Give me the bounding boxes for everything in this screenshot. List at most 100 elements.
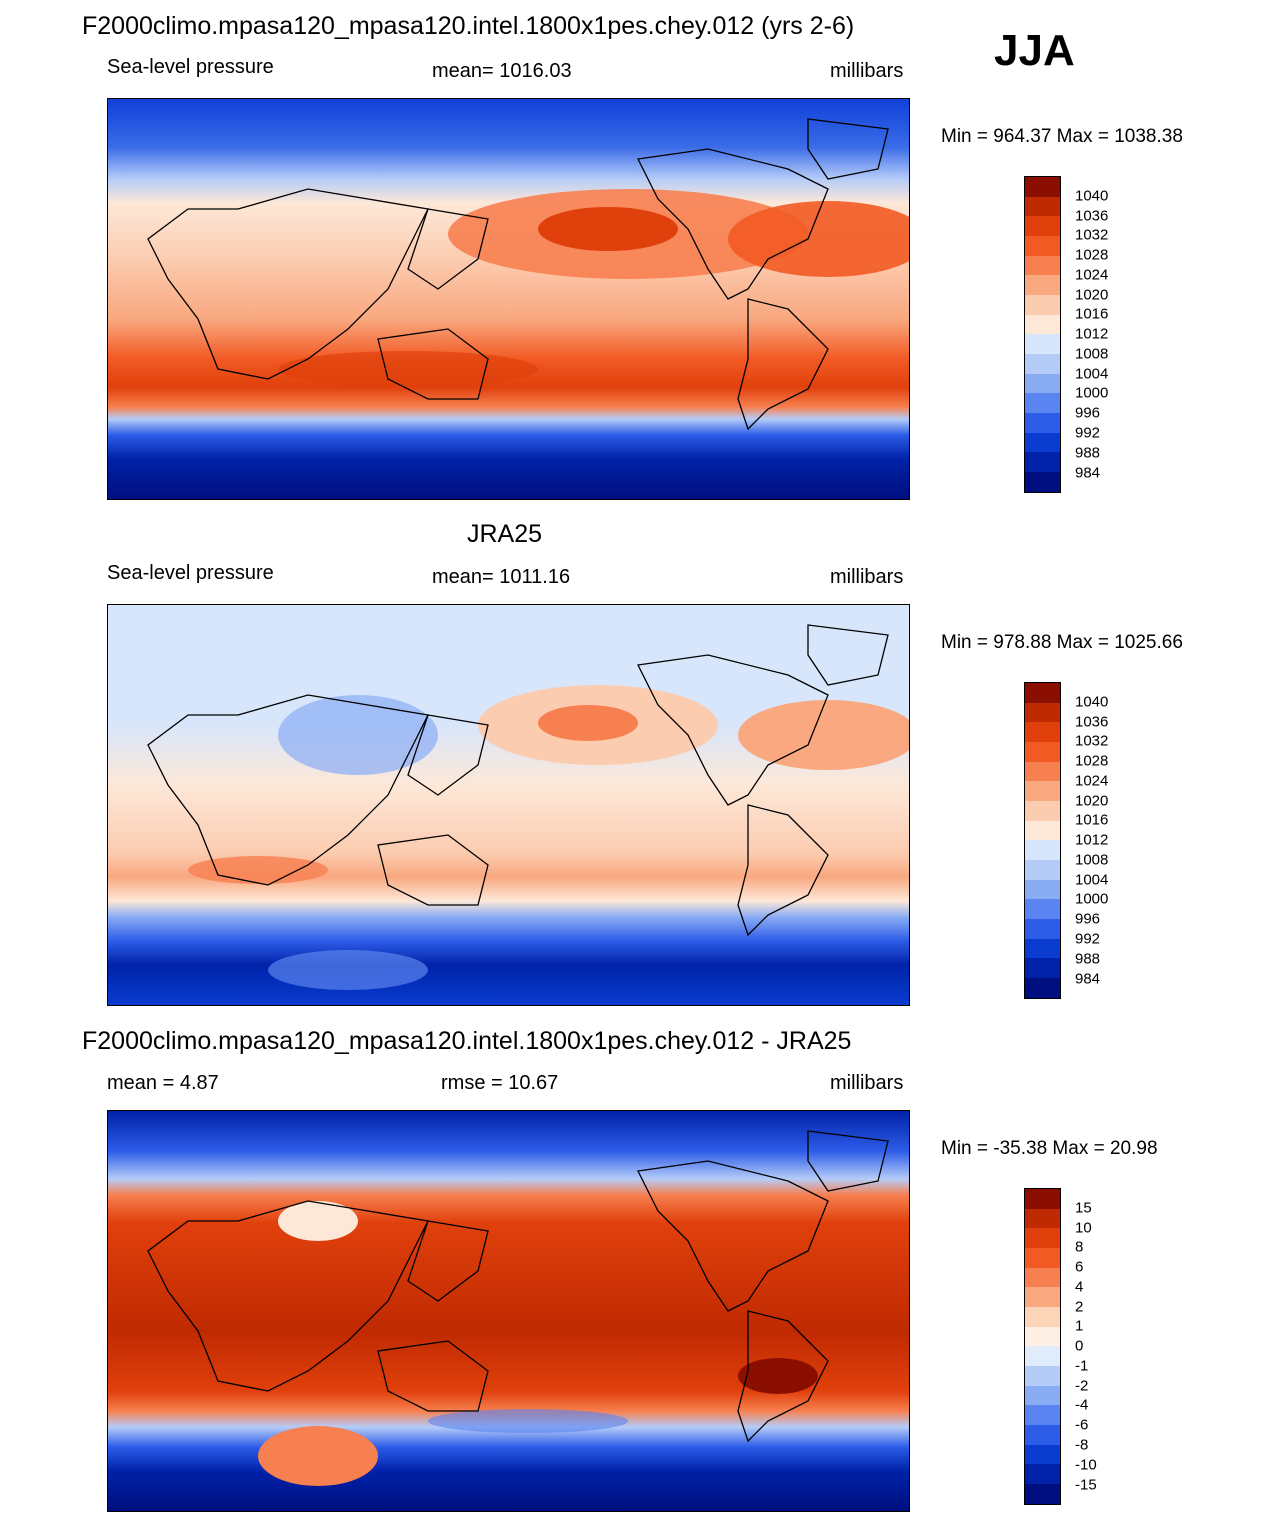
- panel1-colorbar-label: 1040: [1075, 187, 1109, 205]
- panel1-minmax: Min = 964.37 Max = 1038.38: [941, 126, 1183, 147]
- panel1-swatch: [1025, 295, 1060, 315]
- panel2-units-label: millibars: [830, 566, 904, 588]
- panel1-colorbar-label: 1036: [1075, 207, 1109, 225]
- panel3-swatch: [1025, 1484, 1060, 1504]
- panel2-colorbar-label: 1008: [1075, 851, 1109, 869]
- panel3-colorbar-label: 8: [1075, 1238, 1084, 1256]
- panel3-colorbar: [1024, 1188, 1061, 1505]
- panel2-swatch: [1025, 919, 1060, 939]
- panel2-swatch: [1025, 978, 1060, 998]
- panel2-swatch: [1025, 958, 1060, 978]
- panel2-map: [107, 604, 910, 1006]
- panel2-swatch: [1025, 801, 1060, 821]
- panel1-colorbar-label: 1020: [1075, 286, 1109, 304]
- panel2-mean-label: mean= 1011.16: [432, 566, 571, 588]
- panel3-colorbar-label: 6: [1075, 1258, 1084, 1276]
- panel3-swatch: [1025, 1248, 1060, 1268]
- panel1-colorbar-label: 1012: [1075, 325, 1109, 343]
- panel2-colorbar-label: 1000: [1075, 890, 1109, 908]
- panel1-swatch: [1025, 197, 1060, 216]
- panel3-colorbar-label: -6: [1075, 1416, 1089, 1434]
- panel2-swatch: [1025, 683, 1060, 703]
- panel3-colorbar-label: 10: [1075, 1219, 1092, 1237]
- panel1-variable-label: Sea-level pressure: [107, 56, 274, 78]
- panel2-swatch: [1025, 821, 1060, 840]
- panel1-units-label: millibars: [830, 60, 904, 82]
- panel2-colorbar-label: 1028: [1075, 752, 1109, 770]
- panel3-swatch: [1025, 1386, 1060, 1405]
- panel1-colorbar-label: 988: [1075, 444, 1101, 462]
- panel1-colorbar-label: 996: [1075, 404, 1101, 422]
- panel1-swatch: [1025, 256, 1060, 275]
- panel3-colorbar-label: -8: [1075, 1436, 1089, 1454]
- panel3-map: [107, 1110, 910, 1512]
- panel1-colorbar-label: 992: [1075, 424, 1101, 442]
- panel2-colorbar-label: 1032: [1075, 732, 1109, 750]
- panel1-colorbar-label: 1000: [1075, 384, 1109, 402]
- panel2-colorbar-label: 992: [1075, 930, 1101, 948]
- panel2-colorbar-label: 1040: [1075, 693, 1109, 711]
- panel3-swatch: [1025, 1366, 1060, 1386]
- panel3-swatch: [1025, 1445, 1060, 1464]
- panel2-swatch: [1025, 781, 1060, 801]
- panel2-swatch: [1025, 860, 1060, 880]
- panel3-colorbar-label: -1: [1075, 1357, 1089, 1375]
- panel3-colorbar-label: 1: [1075, 1317, 1084, 1335]
- panel1-swatch: [1025, 472, 1060, 492]
- panel3-rmse-label: rmse = 10.67: [441, 1072, 559, 1094]
- panel1-colorbar-label: 1032: [1075, 226, 1109, 244]
- panel3-colorbar-label: 2: [1075, 1298, 1084, 1316]
- panel1-swatch: [1025, 374, 1060, 393]
- panel3-colorbar-label: 15: [1075, 1199, 1092, 1217]
- panel3-mean-label: mean = 4.87: [107, 1072, 219, 1094]
- panel1-swatch: [1025, 354, 1060, 374]
- panel2-swatch: [1025, 880, 1060, 899]
- panel1-colorbar-label: 1024: [1075, 266, 1109, 284]
- panel1-colorbar-label: 984: [1075, 464, 1101, 482]
- panel3-swatch: [1025, 1327, 1060, 1346]
- panel2-colorbar-label: 1024: [1075, 772, 1109, 790]
- panel2-minmax: Min = 978.88 Max = 1025.66: [941, 632, 1183, 653]
- panel3-swatch: [1025, 1464, 1060, 1484]
- panel3-colorbar-label: -4: [1075, 1396, 1089, 1414]
- panel1-swatch: [1025, 334, 1060, 354]
- panel1-swatch: [1025, 452, 1060, 472]
- panel1-colorbar-label: 1028: [1075, 246, 1109, 264]
- panel3-swatch: [1025, 1425, 1060, 1445]
- panel1-mean-label: mean= 1016.03: [432, 60, 572, 82]
- panel2-title: JRA25: [467, 520, 543, 548]
- panel1-colorbar-label: 1008: [1075, 345, 1109, 363]
- panel2-colorbar-label: 984: [1075, 970, 1101, 988]
- panel3-swatch: [1025, 1189, 1060, 1209]
- panel2-variable-label: Sea-level pressure: [107, 562, 274, 584]
- panel2-colorbar-label: 996: [1075, 910, 1101, 928]
- panel1-colorbar: [1024, 176, 1061, 493]
- panel2-colorbar-label: 1004: [1075, 871, 1109, 889]
- panel3-swatch: [1025, 1307, 1060, 1327]
- panel2-colorbar-label: 1016: [1075, 811, 1109, 829]
- panel2-colorbar-label: 1036: [1075, 713, 1109, 731]
- panel3-units-label: millibars: [830, 1072, 904, 1094]
- panel2-colorbar-label: 1020: [1075, 792, 1109, 810]
- panel3-swatch: [1025, 1228, 1060, 1248]
- panel1-swatch: [1025, 393, 1060, 413]
- panel2-swatch: [1025, 722, 1060, 742]
- panel2-swatch: [1025, 742, 1060, 762]
- panel3-colorbar-label: -15: [1075, 1476, 1097, 1494]
- panel2-swatch: [1025, 840, 1060, 860]
- panel3-colorbar-label: 0: [1075, 1337, 1084, 1355]
- panel2-swatch: [1025, 762, 1060, 781]
- panel1-swatch: [1025, 413, 1060, 433]
- panel2-colorbar-label: 1012: [1075, 831, 1109, 849]
- panel1-swatch: [1025, 236, 1060, 256]
- panel1-swatch: [1025, 433, 1060, 452]
- panel2-swatch: [1025, 899, 1060, 919]
- panel2-colorbar: [1024, 682, 1061, 999]
- panel1-title: F2000climo.mpasa120_mpasa120.intel.1800x…: [82, 12, 855, 40]
- panel2-swatch: [1025, 703, 1060, 722]
- panel3-swatch: [1025, 1268, 1060, 1287]
- panel1-colorbar-label: 1004: [1075, 365, 1109, 383]
- panel3-colorbar-label: 4: [1075, 1278, 1084, 1296]
- panel3-swatch: [1025, 1346, 1060, 1366]
- panel2-colorbar-label: 988: [1075, 950, 1101, 968]
